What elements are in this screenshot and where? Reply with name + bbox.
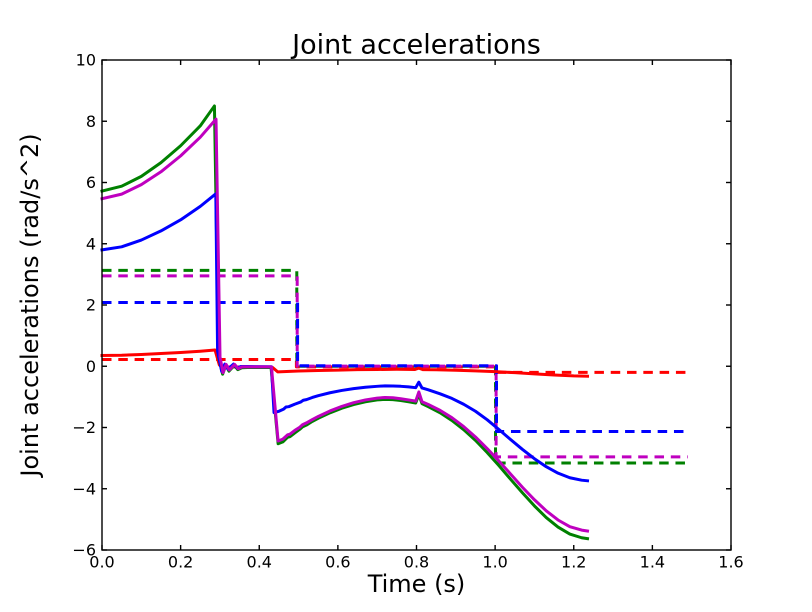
x-tick-label: 1.6 (718, 553, 743, 572)
y-tick-label: −4 (72, 479, 96, 498)
chart-title: Joint accelerations (290, 30, 541, 61)
series-commanded-magenta-dashed (102, 274, 688, 459)
x-tick-label: 1.0 (482, 553, 507, 572)
series-actual-blue-solid (100, 192, 590, 483)
series-layer (100, 104, 688, 541)
y-axis-label: Joint accelerations (rad/s^2) (16, 133, 44, 478)
y-tick-label: 6 (86, 173, 96, 192)
plot-frame (101, 59, 732, 551)
y-tick-label: 8 (86, 112, 96, 131)
y-tick-label: −6 (72, 541, 96, 560)
x-tick-label: 0.4 (247, 553, 272, 572)
x-tick-label: 1.4 (640, 553, 665, 572)
x-axis-label: Time (s) (367, 570, 466, 598)
y-tick-label: 0 (86, 357, 96, 376)
x-tick-label: 1.2 (561, 553, 586, 572)
x-tick-label: 0.2 (168, 553, 193, 572)
y-tick-label: 10 (76, 51, 96, 70)
series-actual-magenta-solid (100, 117, 590, 533)
series-actual-red-solid (100, 348, 590, 378)
x-tick-label: 0.0 (89, 553, 114, 572)
axes-layer: 0.0 0.2 0.4 0.6 0.8 1.0 1.2 1.4 1.6 −6 −4 −2 0 2 4 6 8 10 (72, 51, 743, 572)
series-commanded-blue-dashed (102, 301, 688, 433)
y-tick-label: 2 (86, 296, 96, 315)
y-tick-label: 4 (86, 234, 96, 253)
series-actual-green-solid (100, 104, 590, 541)
y-tick-label: −2 (72, 418, 96, 437)
x-tick-label: 0.8 (404, 553, 429, 572)
x-tick-label: 0.6 (325, 553, 350, 572)
